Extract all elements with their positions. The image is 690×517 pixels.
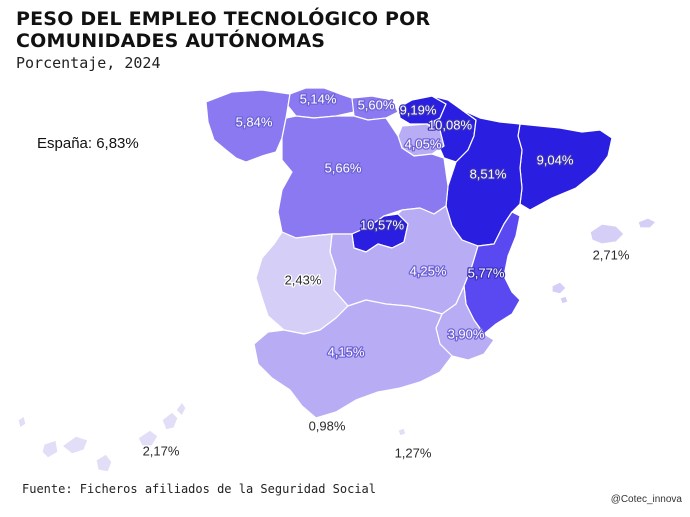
label-andalucia: 4,15% [328, 344, 365, 359]
label-murcia: 3,90% [448, 326, 485, 341]
region-andalucia[interactable] [253, 299, 453, 419]
map-subtitle: Porcentaje, 2024 [16, 54, 161, 72]
credit-handle: @Cotec_innova [610, 494, 682, 505]
label-cantabria: 5,60% [358, 97, 395, 112]
label-la-rioja: 4,05% [405, 136, 442, 151]
label-galicia: 5,84% [236, 114, 273, 129]
region-galicia[interactable] [205, 89, 291, 163]
label-ceuta: 0,98% [309, 418, 346, 433]
label-aragon: 8,51% [470, 166, 507, 181]
label-comunidad-valenciana: 5,77% [468, 265, 505, 280]
region-canarias-3[interactable] [61, 435, 89, 455]
region-baleares-menorca[interactable] [637, 217, 657, 229]
label-melilla: 1,27% [395, 445, 432, 460]
label-navarra: 10,08% [428, 117, 473, 132]
region-canarias-1[interactable] [17, 415, 27, 429]
source-note: Fuente: Ficheros afiliados de la Segurid… [22, 482, 377, 496]
national-total: España: 6,83% [37, 135, 139, 152]
region-ceuta[interactable] [317, 419, 327, 429]
label-castilla-la-mancha: 4,25% [410, 263, 447, 278]
label-baleares: 2,71% [593, 247, 630, 262]
label-canarias: 2,17% [143, 443, 180, 458]
label-extremadura: 2,43% [285, 272, 322, 287]
region-baleares-ibiza[interactable] [551, 281, 567, 295]
region-comunidad-valenciana[interactable] [463, 211, 521, 335]
map-title: PESO DEL EMPLEO TECNOLÓGICO POR COMUNIDA… [16, 8, 431, 52]
region-baleares-formentera[interactable] [559, 295, 569, 305]
region-canarias-5[interactable] [137, 429, 159, 447]
region-baleares[interactable] [589, 223, 625, 245]
region-melilla[interactable] [397, 427, 407, 437]
label-cataluna: 9,04% [537, 152, 574, 167]
region-canarias-7[interactable] [175, 401, 187, 417]
label-asturias: 5,14% [300, 91, 337, 106]
region-canarias-6[interactable] [161, 411, 179, 431]
label-madrid: 10,57% [360, 217, 405, 232]
label-castilla-y-leon: 5,66% [325, 160, 362, 175]
region-canarias-2[interactable] [41, 439, 59, 459]
label-pais-vasco: 9,19% [400, 102, 437, 117]
region-canarias-4[interactable] [95, 453, 113, 473]
